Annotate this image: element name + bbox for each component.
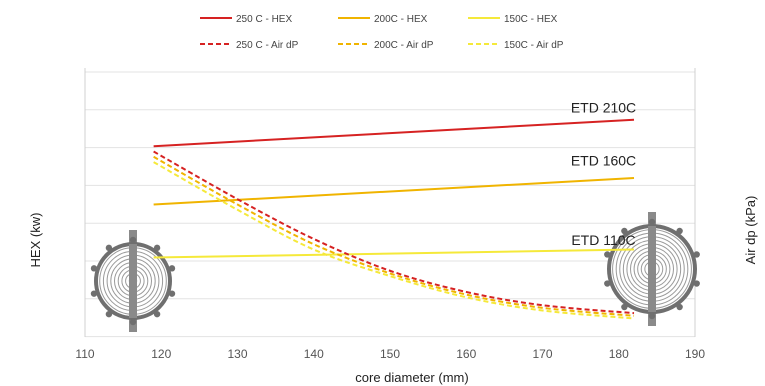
x-tick-label: 190 <box>685 347 705 361</box>
legend-label: 150C - HEX <box>504 14 558 25</box>
legend-label: 250 C - HEX <box>236 14 292 25</box>
series-line-200c-hex <box>153 177 635 206</box>
x-tick-label: 160 <box>456 347 476 361</box>
legend-label: 200C - Air dP <box>374 40 434 51</box>
series-line-250-c-air-dp <box>153 150 635 315</box>
legend-label: 150C - Air dP <box>504 40 564 51</box>
core-illustration-small-icon <box>90 230 176 332</box>
x-axis-title: core diameter (mm) <box>355 370 468 385</box>
series-line-150c-air-dp <box>153 161 635 320</box>
x-tick-label: 130 <box>227 347 247 361</box>
series-group <box>153 118 635 320</box>
legend: 250 C - HEX 200C - HEX 150C - HEX 250 C - A… <box>200 14 564 51</box>
core-illustration-large-icon <box>604 212 700 326</box>
series-line-250-c-hex <box>153 118 635 148</box>
gridlines <box>85 71 695 338</box>
y-axis-left-title: HEX (kw) <box>28 213 43 268</box>
annotation-label: ETD 160C <box>571 152 636 168</box>
x-tick-label: 170 <box>532 347 552 361</box>
y-axis-right-title: Air dp (kPa) <box>743 196 758 265</box>
legend-label: 200C - HEX <box>374 14 428 25</box>
series-line-200c-air-dp <box>153 155 635 317</box>
x-tick-label: 150 <box>380 347 400 361</box>
annotation-label: ETD 210C <box>571 99 636 115</box>
plot-area: 110 120 130 140 150 160 170 180 190 ETD 210CETD … <box>75 68 705 361</box>
x-tick-label: 140 <box>304 347 324 361</box>
axes: 110 120 130 140 150 160 170 180 190 <box>75 68 705 361</box>
x-tick-label: 120 <box>151 347 171 361</box>
series-line-150c-hex <box>153 248 635 259</box>
annotations: ETD 210C ETD 160C ETD 110C <box>571 99 636 248</box>
legend-label: 250 C - Air dP <box>236 40 299 51</box>
annotation-label: ETD 110C <box>571 232 635 248</box>
x-tick-label: 110 <box>75 347 94 361</box>
x-tick-label: 180 <box>609 347 629 361</box>
